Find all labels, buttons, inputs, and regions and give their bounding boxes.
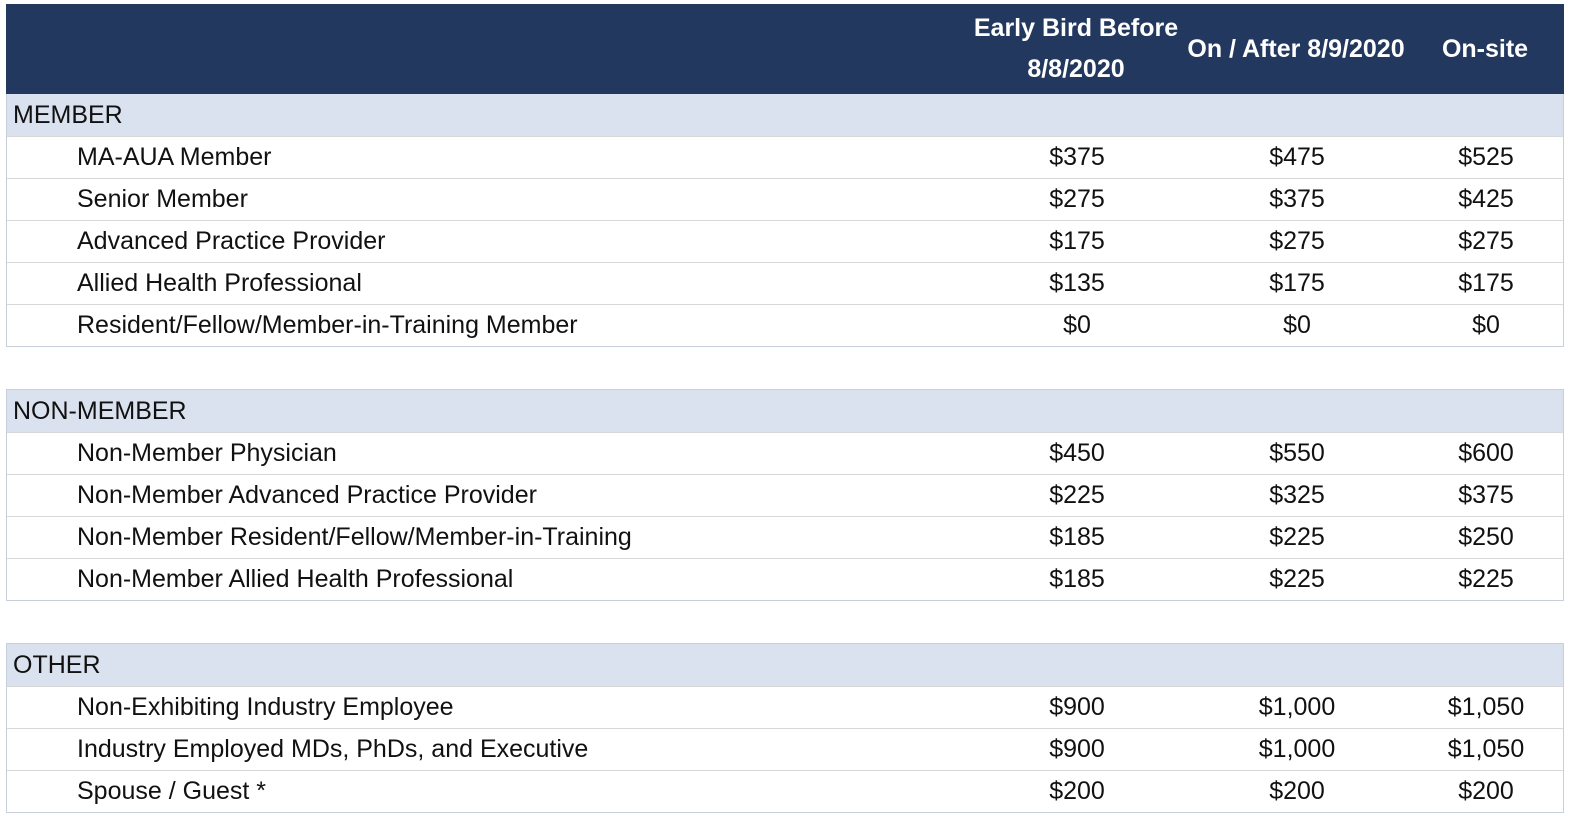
- price-on-site: $275: [1458, 227, 1514, 255]
- price-on-site: $1,050: [1447, 693, 1525, 721]
- price-early-bird: $135: [1049, 269, 1105, 297]
- table-row: Resident/Fellow/Member-in-Training Membe…: [7, 304, 1563, 346]
- price-on-after: $175: [1269, 269, 1325, 297]
- price-on-site: $225: [1458, 565, 1514, 593]
- table-row: Non-Member Physician $450 $550 $600: [7, 432, 1563, 474]
- price-on-site: $1,050: [1447, 735, 1525, 763]
- row-label: Advanced Practice Provider: [77, 227, 386, 255]
- header-on-after: On / After 8/9/2020: [1187, 34, 1405, 63]
- price-on-after: $1,000: [1258, 693, 1336, 721]
- price-on-after: $550: [1269, 439, 1325, 467]
- section-non-member: NON-MEMBER Non-Member Physician $450 $55…: [6, 389, 1564, 601]
- row-label: Non-Member Resident/Fellow/Member-in-Tra…: [77, 523, 632, 551]
- price-on-site: $375: [1458, 481, 1514, 509]
- price-early-bird: $175: [1049, 227, 1105, 255]
- table-row: Advanced Practice Provider $175 $275 $27…: [7, 220, 1563, 262]
- row-label: Senior Member: [77, 185, 248, 213]
- table-row: Industry Employed MDs, PhDs, and Executi…: [7, 728, 1563, 770]
- price-early-bird: $375: [1049, 143, 1105, 171]
- row-label: MA-AUA Member: [77, 143, 272, 171]
- section-other: OTHER Non-Exhibiting Industry Employee $…: [6, 643, 1564, 813]
- header-early-bird: Early Bird Before 8/8/2020: [973, 14, 1179, 83]
- price-early-bird: $185: [1049, 565, 1105, 593]
- price-on-after: $0: [1283, 311, 1311, 339]
- price-early-bird: $0: [1063, 311, 1091, 339]
- price-on-after: $225: [1269, 565, 1325, 593]
- price-on-after: $225: [1269, 523, 1325, 551]
- section-title: NON-MEMBER: [7, 390, 1563, 432]
- price-on-after: $375: [1269, 185, 1325, 213]
- table-row: Non-Member Allied Health Professional $1…: [7, 558, 1563, 600]
- price-on-after: $475: [1269, 143, 1325, 171]
- section-title: OTHER: [7, 644, 1563, 686]
- table-row: Allied Health Professional $135 $175 $17…: [7, 262, 1563, 304]
- table-row: Non-Exhibiting Industry Employee $900 $1…: [7, 686, 1563, 728]
- pricing-table: Early Bird Before 8/8/2020 On / After 8/…: [6, 4, 1564, 813]
- price-on-site: $525: [1458, 143, 1514, 171]
- price-early-bird: $225: [1049, 481, 1105, 509]
- section-member: MEMBER MA-AUA Member $375 $475 $525 Seni…: [6, 94, 1564, 347]
- row-label: Industry Employed MDs, PhDs, and Executi…: [77, 735, 589, 763]
- row-label: Non-Exhibiting Industry Employee: [77, 693, 454, 721]
- table-row: Spouse / Guest * $200 $200 $200: [7, 770, 1563, 812]
- row-label: Non-Member Advanced Practice Provider: [77, 481, 537, 509]
- price-on-site: $0: [1472, 311, 1500, 339]
- header-blank: [6, 4, 966, 94]
- row-label: Resident/Fellow/Member-in-Training Membe…: [77, 311, 578, 339]
- table-header: Early Bird Before 8/8/2020 On / After 8/…: [6, 4, 1564, 94]
- price-early-bird: $200: [1049, 777, 1105, 805]
- price-on-site: $425: [1458, 185, 1514, 213]
- table-row: MA-AUA Member $375 $475 $525: [7, 136, 1563, 178]
- price-on-after: $200: [1269, 777, 1325, 805]
- price-on-after: $325: [1269, 481, 1325, 509]
- row-label: Non-Member Allied Health Professional: [77, 565, 514, 593]
- price-early-bird: $900: [1049, 735, 1105, 763]
- price-on-site: $600: [1458, 439, 1514, 467]
- row-label: Non-Member Physician: [77, 439, 337, 467]
- table-row: Senior Member $275 $375 $425: [7, 178, 1563, 220]
- price-on-site: $175: [1458, 269, 1514, 297]
- price-early-bird: $275: [1049, 185, 1105, 213]
- price-on-site: $200: [1458, 777, 1514, 805]
- table-row: Non-Member Advanced Practice Provider $2…: [7, 474, 1563, 516]
- price-early-bird: $185: [1049, 523, 1105, 551]
- price-on-site: $250: [1458, 523, 1514, 551]
- section-title: MEMBER: [7, 94, 1563, 136]
- header-on-site: On-site: [1441, 34, 1529, 63]
- row-label: Spouse / Guest *: [77, 777, 267, 805]
- price-on-after: $275: [1269, 227, 1325, 255]
- price-early-bird: $900: [1049, 693, 1105, 721]
- row-label: Allied Health Professional: [77, 269, 362, 297]
- price-early-bird: $450: [1049, 439, 1105, 467]
- table-row: Non-Member Resident/Fellow/Member-in-Tra…: [7, 516, 1563, 558]
- price-on-after: $1,000: [1258, 735, 1336, 763]
